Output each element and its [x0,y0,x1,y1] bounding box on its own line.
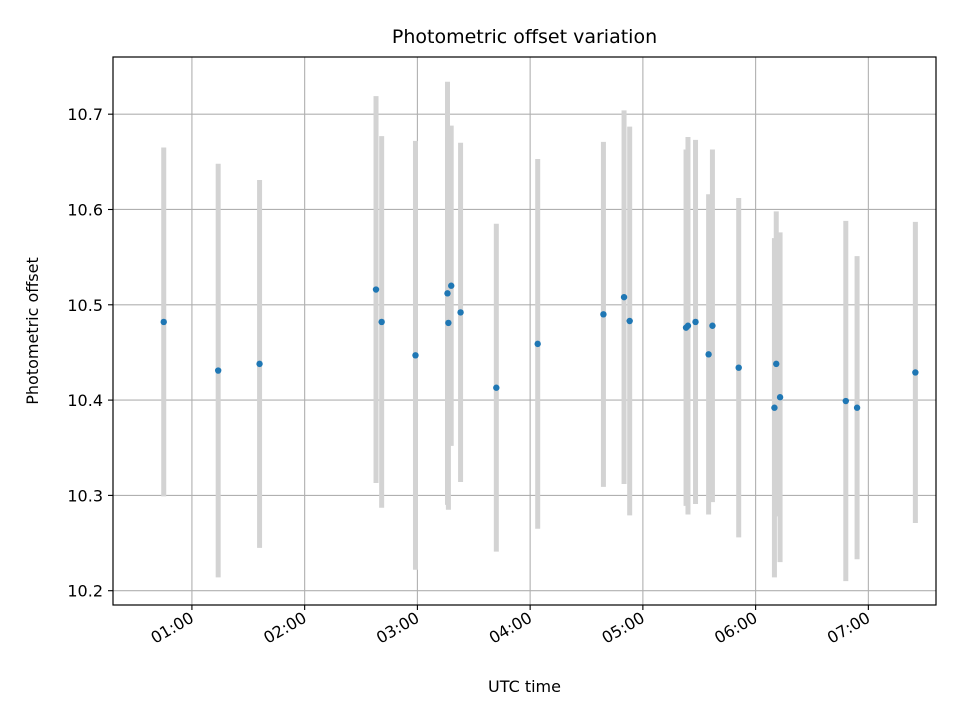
data-points [160,282,919,411]
y-tick-label: 10.5 [67,296,103,315]
y-tick-label: 10.3 [67,486,103,505]
y-axis-ticks: 10.2 10.3 10.4 10.5 10.6 10.7 [67,105,113,601]
grid [113,57,936,605]
data-point [853,404,861,411]
data-point [256,360,263,368]
data-point [457,309,464,316]
data-point [444,290,451,297]
data-point [692,318,699,326]
y-tick-label: 10.4 [67,391,103,410]
data-point [600,311,607,318]
data-point [372,286,380,293]
y-tick-label: 10.7 [67,105,103,124]
plot-frame [112,56,937,606]
data-point [842,397,850,405]
x-axis-label: UTC time [488,677,561,696]
data-point [776,394,784,401]
data-point [912,369,919,376]
data-point [493,384,500,391]
data-point [378,318,385,326]
data-point [735,364,742,371]
data-point [448,282,455,289]
data-point [214,367,222,374]
data-point [160,318,167,326]
data-point [684,322,692,329]
chart-title: Photometric offset variation [392,26,657,48]
data-point [534,340,541,348]
data-point [709,322,716,329]
data-point [626,317,633,325]
y-tick-label: 10.6 [67,200,103,219]
y-tick-label: 10.2 [67,582,103,601]
y-axis-label: Photometric offset [23,257,42,405]
data-point [445,319,452,327]
data-point [412,352,419,359]
data-point [773,360,780,368]
data-point [705,351,712,358]
data-point [771,404,778,411]
data-point [620,293,628,301]
